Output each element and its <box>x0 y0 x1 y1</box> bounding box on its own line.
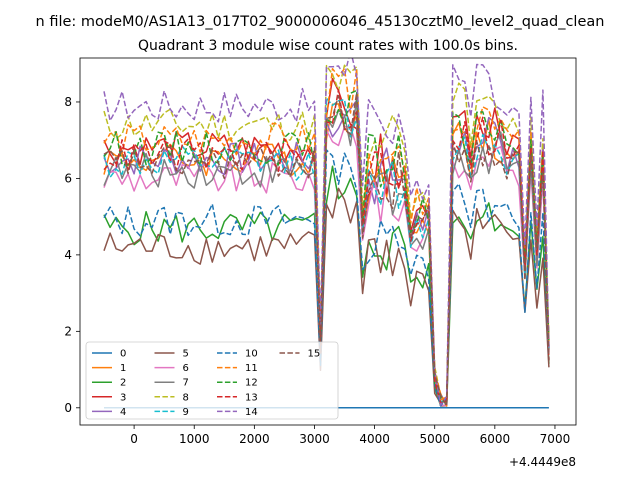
x-tick-label: 1000 <box>179 432 210 446</box>
legend-label-15: 15 <box>308 349 321 360</box>
legend-label-8: 8 <box>183 392 189 403</box>
legend-label-10: 10 <box>245 349 258 360</box>
legend-label-9: 9 <box>183 407 189 418</box>
x-offset-text: +4.4449e8 <box>509 455 576 469</box>
y-tick-label: 2 <box>64 324 72 338</box>
x-tick-label: 4000 <box>359 432 390 446</box>
chart-title: Quadrant 3 module wise count rates with … <box>138 38 518 54</box>
y-tick-label: 0 <box>64 401 72 415</box>
series-line-8 <box>103 64 550 404</box>
series-line-15 <box>103 92 550 407</box>
legend-label-4: 4 <box>120 407 126 418</box>
y-tick-label: 6 <box>64 171 72 185</box>
legend-label-14: 14 <box>245 407 258 418</box>
legend-box <box>85 341 339 420</box>
y-tick-label: 8 <box>64 95 72 109</box>
series-line-14 <box>103 58 550 406</box>
legend-label-7: 7 <box>183 378 189 389</box>
x-tick-label: 5000 <box>419 432 450 446</box>
series-line-12 <box>103 89 550 406</box>
legend-label-3: 3 <box>120 392 126 403</box>
series-line-9 <box>103 97 550 403</box>
x-tick-label: 6000 <box>480 432 511 446</box>
x-tick-label: 2000 <box>239 432 270 446</box>
legend-label-1: 1 <box>120 363 126 374</box>
x-tick-label: 3000 <box>299 432 330 446</box>
series-line-10 <box>103 149 550 407</box>
figure-suptitle: n file: modeM0/AS1A13_017T02_9000006046_… <box>36 14 605 30</box>
x-tick-label: 7000 <box>540 432 571 446</box>
x-tick-label: 0 <box>130 432 138 446</box>
legend-label-0: 0 <box>120 349 126 360</box>
legend-label-13: 13 <box>245 392 258 403</box>
tick-layer: 0 1000 2000 3000 4000 5000 6000 7000 0 2 4 6 8 <box>64 95 570 446</box>
plot-frame <box>79 57 577 426</box>
series-lines <box>103 58 550 409</box>
y-tick-label: 4 <box>64 248 72 262</box>
series-line-5 <box>103 187 550 404</box>
legend-label-11: 11 <box>245 363 258 374</box>
legend-label-6: 6 <box>183 363 189 374</box>
legend-label-5: 5 <box>183 349 189 360</box>
legend-label-12: 12 <box>245 378 258 389</box>
legend-label-2: 2 <box>120 378 126 389</box>
